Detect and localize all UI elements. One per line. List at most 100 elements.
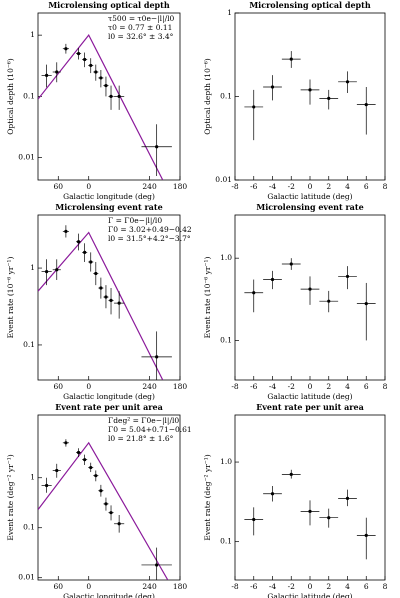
y-axis-label: Event rate (10⁻⁶ yr⁻¹) xyxy=(203,257,212,339)
data-point xyxy=(104,295,108,299)
x-tick-label: 2 xyxy=(326,382,331,391)
data-point xyxy=(109,298,113,302)
x-tick-label: -4 xyxy=(269,182,277,191)
data-point xyxy=(117,301,121,305)
data-point xyxy=(45,73,49,77)
data-point xyxy=(308,88,312,92)
fit-annotation: l0 = 31.5°+4.2°−3.7° xyxy=(108,234,191,243)
x-tick-label: 8 xyxy=(383,182,388,191)
x-tick-label: -8 xyxy=(231,582,239,591)
x-tick-label: -6 xyxy=(250,582,258,591)
x-tick-label: -2 xyxy=(288,382,296,391)
y-axis-label: Optical depth (10⁻⁶) xyxy=(6,58,15,135)
x-tick-label: 8 xyxy=(383,582,388,591)
y-tick-label: 1 xyxy=(227,8,232,17)
x-tick-label: 2 xyxy=(326,182,331,191)
x-tick-label: 6 xyxy=(364,382,369,391)
x-axis-label: Galactic latitude (deg) xyxy=(267,192,352,201)
data-point xyxy=(89,465,93,470)
data-point xyxy=(83,250,87,254)
x-tick-label: -8 xyxy=(231,382,239,391)
y-tick-label: 0.1 xyxy=(23,340,35,349)
y-tick-label: 1 xyxy=(30,473,35,482)
x-tick-label: 0 xyxy=(86,182,91,191)
y-tick-label: 1 xyxy=(30,30,35,39)
data-point xyxy=(109,511,113,515)
y-tick-label: 0.01 xyxy=(18,573,35,582)
data-point xyxy=(64,229,68,233)
x-tick-label: 6 xyxy=(364,182,369,191)
y-tick-label: 1.0 xyxy=(220,253,232,262)
x-axis-label: Galactic longitude (deg) xyxy=(63,192,155,201)
fit-annotation: Γ0 = 5.04+0.71−0.61 xyxy=(108,425,192,434)
plot-frame xyxy=(37,214,181,381)
y-tick-label: 1 xyxy=(30,263,35,272)
data-point xyxy=(155,145,159,149)
data-point xyxy=(327,516,331,520)
plot-frame xyxy=(234,414,386,581)
panel-title: Microlensing optical depth xyxy=(249,0,371,10)
y-tick-label: 0.1 xyxy=(23,523,35,532)
data-point xyxy=(155,563,159,567)
data-point xyxy=(308,287,312,291)
data-point xyxy=(252,291,256,295)
x-tick-label: -2 xyxy=(288,582,296,591)
data-point xyxy=(55,268,59,272)
x-tick-label: 8 xyxy=(383,382,388,391)
data-point xyxy=(89,260,93,264)
fit-annotation: Γ = Γ0e−|l|/l0 xyxy=(108,216,162,225)
x-tick-label: 0 xyxy=(308,182,313,191)
fit-line xyxy=(38,34,164,180)
data-point xyxy=(45,269,49,274)
data-point xyxy=(45,483,49,488)
data-point xyxy=(345,496,350,500)
data-point xyxy=(117,94,121,98)
data-point xyxy=(99,286,103,290)
data-point xyxy=(64,47,68,51)
x-tick-label: 60 xyxy=(54,582,64,591)
data-point xyxy=(289,472,293,476)
data-point xyxy=(327,299,331,303)
panel-title: Event rate per unit area xyxy=(256,402,364,412)
x-tick-label: -4 xyxy=(269,582,277,591)
x-tick-label: 180 xyxy=(173,182,188,191)
x-tick-label: 2 xyxy=(326,582,331,591)
data-point xyxy=(308,509,312,513)
data-point xyxy=(289,57,293,61)
data-point xyxy=(270,492,275,496)
x-tick-label: -6 xyxy=(250,182,258,191)
x-tick-label: 240 xyxy=(142,182,157,191)
data-point xyxy=(270,85,275,89)
data-point xyxy=(364,533,368,537)
data-point xyxy=(99,76,103,80)
x-tick-label: 6 xyxy=(364,582,369,591)
x-axis-label: Galactic longitude (deg) xyxy=(63,392,155,401)
data-point xyxy=(55,468,59,473)
panel-title: Microlensing event rate xyxy=(55,202,162,212)
x-axis-label: Galactic latitude (deg) xyxy=(267,392,352,401)
data-point xyxy=(83,57,87,62)
fit-annotation: l0 = 32.6° ± 3.4° xyxy=(108,32,174,41)
x-tick-label: 0 xyxy=(308,382,313,391)
y-tick-label: 0.1 xyxy=(220,335,232,344)
y-tick-label: 0.1 xyxy=(220,92,232,101)
fit-annotation: τ0 = 0.77 ± 0.11 xyxy=(108,23,172,32)
data-point xyxy=(364,302,368,306)
y-tick-label: 0.1 xyxy=(220,537,232,546)
x-tick-label: -4 xyxy=(269,382,277,391)
x-axis-label: Galactic latitude (deg) xyxy=(267,592,352,598)
data-point xyxy=(89,63,93,68)
data-point xyxy=(252,105,256,109)
data-point xyxy=(94,271,98,276)
x-tick-label: 0 xyxy=(86,582,91,591)
data-point xyxy=(94,474,98,478)
panel-title: Microlensing optical depth xyxy=(48,0,170,10)
data-point xyxy=(117,522,121,526)
x-tick-label: 240 xyxy=(142,582,157,591)
y-tick-label: 0.01 xyxy=(18,153,35,162)
y-axis-label: Event rate (deg⁻² yr⁻¹) xyxy=(203,454,212,540)
x-tick-label: 4 xyxy=(345,182,350,191)
data-point xyxy=(109,94,113,98)
data-point xyxy=(289,262,293,266)
